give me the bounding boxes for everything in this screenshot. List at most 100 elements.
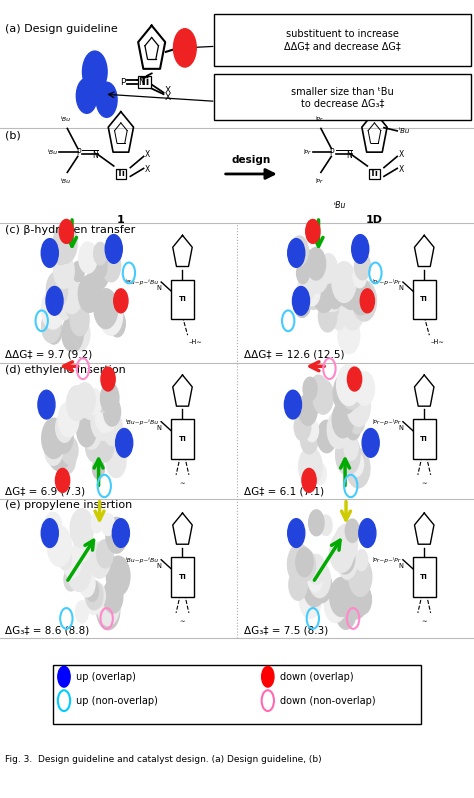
Text: N: N bbox=[398, 425, 403, 431]
Circle shape bbox=[94, 289, 118, 329]
Text: P: P bbox=[76, 148, 81, 157]
Circle shape bbox=[301, 425, 318, 454]
Circle shape bbox=[330, 531, 354, 572]
Circle shape bbox=[353, 265, 366, 288]
Circle shape bbox=[337, 365, 361, 405]
Circle shape bbox=[303, 377, 317, 401]
Text: ΔΔG‡ = 12.6 (12.5): ΔΔG‡ = 12.6 (12.5) bbox=[244, 350, 345, 359]
Text: N: N bbox=[138, 77, 145, 87]
Text: N: N bbox=[156, 425, 161, 431]
Circle shape bbox=[101, 250, 121, 282]
FancyBboxPatch shape bbox=[171, 557, 194, 597]
Circle shape bbox=[58, 666, 70, 687]
Text: ∼: ∼ bbox=[421, 480, 427, 487]
Circle shape bbox=[299, 447, 322, 486]
Text: N: N bbox=[156, 286, 161, 291]
Text: ∼: ∼ bbox=[180, 480, 185, 487]
Circle shape bbox=[287, 544, 311, 584]
Text: ᵗBu: ᵗBu bbox=[399, 128, 410, 134]
Text: ΔG‡ = 6.1 (7.1): ΔG‡ = 6.1 (7.1) bbox=[244, 487, 324, 496]
Circle shape bbox=[355, 372, 374, 405]
Text: ᴵPr~p~ᴵPr: ᴵPr~p~ᴵPr bbox=[373, 557, 401, 563]
Circle shape bbox=[352, 235, 369, 263]
Circle shape bbox=[96, 82, 117, 117]
FancyBboxPatch shape bbox=[412, 557, 436, 597]
Circle shape bbox=[102, 294, 122, 327]
Circle shape bbox=[77, 414, 96, 447]
Circle shape bbox=[63, 547, 81, 578]
Circle shape bbox=[262, 666, 274, 687]
Circle shape bbox=[44, 512, 62, 542]
Circle shape bbox=[72, 261, 84, 282]
Circle shape bbox=[302, 400, 316, 423]
Circle shape bbox=[355, 550, 368, 571]
Circle shape bbox=[109, 310, 125, 337]
Circle shape bbox=[102, 409, 115, 432]
Text: ᵗBu: ᵗBu bbox=[61, 179, 71, 184]
Circle shape bbox=[294, 413, 311, 440]
Text: design: design bbox=[232, 155, 271, 165]
Circle shape bbox=[339, 547, 358, 580]
Text: P: P bbox=[329, 148, 334, 157]
Circle shape bbox=[59, 219, 73, 243]
Circle shape bbox=[341, 290, 365, 330]
Circle shape bbox=[49, 271, 66, 300]
Circle shape bbox=[58, 297, 72, 319]
Circle shape bbox=[62, 437, 78, 464]
Circle shape bbox=[351, 279, 372, 315]
Circle shape bbox=[53, 223, 77, 263]
Circle shape bbox=[42, 418, 66, 459]
Circle shape bbox=[312, 275, 335, 312]
Circle shape bbox=[73, 533, 91, 562]
Circle shape bbox=[306, 255, 328, 293]
Text: X: X bbox=[165, 86, 171, 96]
Circle shape bbox=[310, 575, 327, 603]
Circle shape bbox=[76, 78, 97, 113]
Circle shape bbox=[302, 468, 316, 492]
Text: Ti: Ti bbox=[179, 436, 186, 442]
Text: ᵗBu: ᵗBu bbox=[334, 201, 346, 210]
Circle shape bbox=[106, 517, 127, 553]
Circle shape bbox=[106, 444, 126, 477]
Text: down (overlap): down (overlap) bbox=[280, 672, 353, 681]
Circle shape bbox=[346, 448, 370, 488]
Circle shape bbox=[353, 290, 366, 312]
Circle shape bbox=[349, 408, 365, 434]
Circle shape bbox=[325, 294, 339, 318]
Text: Ti: Ti bbox=[179, 296, 186, 302]
Text: smaller size than ᵗBu
to decrease ΔG₃‡: smaller size than ᵗBu to decrease ΔG₃‡ bbox=[291, 86, 394, 109]
Circle shape bbox=[89, 542, 110, 578]
Circle shape bbox=[320, 254, 337, 283]
Circle shape bbox=[116, 429, 133, 457]
Circle shape bbox=[102, 412, 122, 445]
FancyBboxPatch shape bbox=[214, 14, 471, 66]
Circle shape bbox=[344, 578, 368, 619]
Circle shape bbox=[334, 524, 357, 563]
Circle shape bbox=[319, 301, 337, 332]
Circle shape bbox=[297, 551, 314, 579]
Text: (b): (b) bbox=[5, 130, 20, 140]
Text: Fig. 3.  Design guideline and catalyst design. (a) Design guideline, (b): Fig. 3. Design guideline and catalyst de… bbox=[5, 755, 321, 764]
Circle shape bbox=[349, 452, 364, 476]
Circle shape bbox=[312, 569, 332, 602]
Circle shape bbox=[307, 555, 325, 584]
Circle shape bbox=[332, 262, 356, 302]
Circle shape bbox=[313, 463, 326, 484]
Circle shape bbox=[75, 601, 89, 623]
Circle shape bbox=[333, 373, 358, 414]
Circle shape bbox=[105, 235, 122, 263]
Circle shape bbox=[352, 281, 376, 321]
Circle shape bbox=[291, 236, 308, 266]
Text: (c) β-hydrogen transfer: (c) β-hydrogen transfer bbox=[5, 225, 135, 235]
Circle shape bbox=[308, 567, 322, 592]
Text: –H∼: –H∼ bbox=[430, 338, 445, 345]
Circle shape bbox=[97, 539, 113, 568]
Text: ΔG₃‡ = 8.6 (8.8): ΔG₃‡ = 8.6 (8.8) bbox=[5, 626, 89, 635]
Text: Ti: Ti bbox=[370, 169, 379, 179]
Circle shape bbox=[45, 435, 63, 465]
Text: 1D: 1D bbox=[366, 215, 383, 226]
Circle shape bbox=[57, 538, 69, 559]
Text: up (overlap): up (overlap) bbox=[76, 672, 136, 681]
Text: substituent to increase
ΔΔG‡ and decrease ΔG‡: substituent to increase ΔΔG‡ and decreas… bbox=[284, 29, 401, 51]
Text: X: X bbox=[145, 150, 150, 160]
